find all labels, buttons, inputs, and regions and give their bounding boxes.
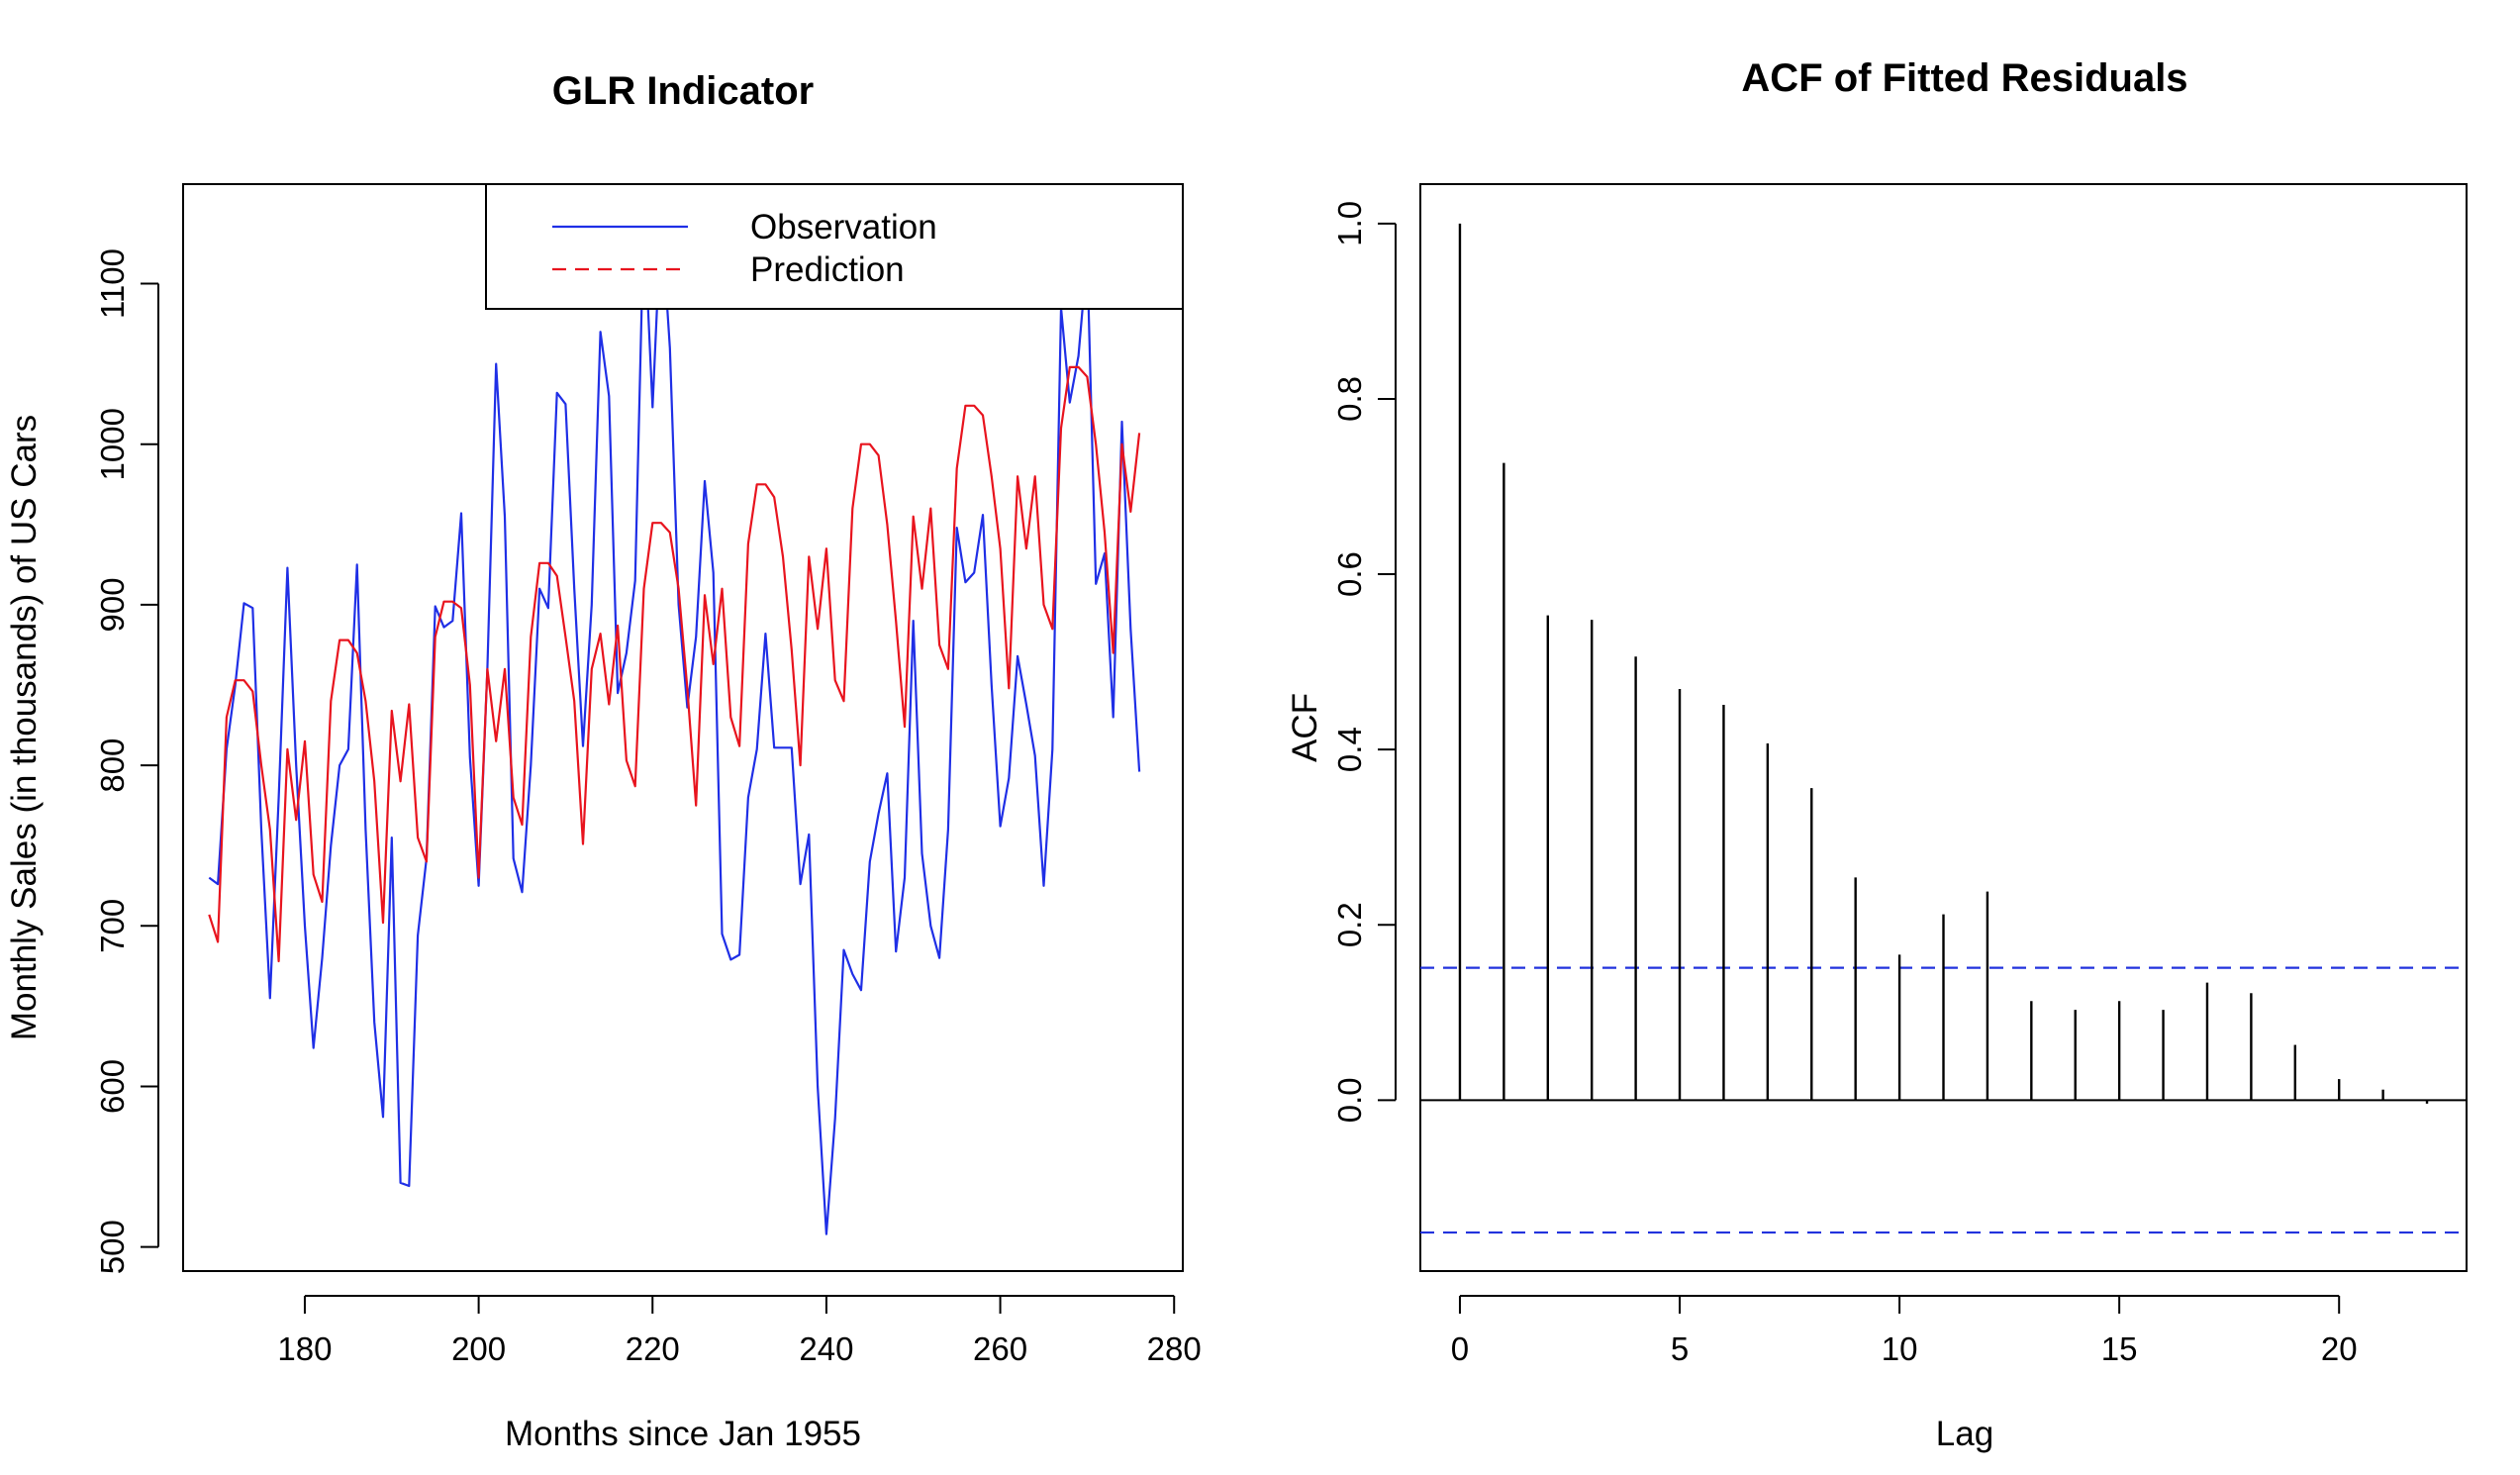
acf-panel: ACF of Fitted Residuals 0.0 0.2 0.4 0.6 0.8 1… xyxy=(1286,56,2468,1453)
y-tick-label: 0.0 xyxy=(1331,1077,1368,1123)
y-tick-label: 600 xyxy=(94,1059,131,1114)
x-tick-label: 180 xyxy=(277,1330,332,1367)
y-tick-label: 1100 xyxy=(94,248,131,319)
x-tick-label: 10 xyxy=(1882,1330,1918,1367)
x-tick-label: 240 xyxy=(799,1330,853,1367)
y-tick-label: 0.4 xyxy=(1331,727,1368,772)
series-line-prediction xyxy=(208,365,1141,963)
y-axis: 0.0 0.2 0.4 0.6 0.8 1.0 xyxy=(1331,201,1397,1123)
y-tick-label: 0.6 xyxy=(1331,551,1368,597)
acf-bars xyxy=(1420,223,2467,1234)
y-axis-label: ACF xyxy=(1286,693,1324,762)
x-axis-label: Lag xyxy=(1936,1415,1993,1453)
y-tick-label: 0.8 xyxy=(1331,376,1368,422)
legend-label-observation: Observation xyxy=(750,208,937,246)
y-axis: 500 600 700 800 900 1000 1100 xyxy=(94,248,159,1274)
x-tick-label: 220 xyxy=(626,1330,680,1367)
y-tick-label: 900 xyxy=(94,577,131,632)
legend-label-prediction: Prediction xyxy=(750,250,905,289)
x-tick-label: 260 xyxy=(973,1330,1027,1367)
y-axis-label: Monthly Sales (in thousands) of US Cars xyxy=(5,415,44,1040)
x-axis-label: Months since Jan 1955 xyxy=(505,1415,861,1453)
plot-frame xyxy=(1419,183,2468,1272)
x-tick-label: 200 xyxy=(451,1330,506,1367)
x-tick-label: 0 xyxy=(1451,1330,1469,1367)
series-lines xyxy=(208,213,1141,1235)
y-tick-label: 1.0 xyxy=(1331,201,1368,246)
glr-indicator-panel: GLR Indicator 500 600 700 800 900 1000 1100 18… xyxy=(5,69,1202,1453)
series-line-observation xyxy=(208,213,1141,1235)
plot-frame xyxy=(182,183,1184,1272)
x-tick-label: 5 xyxy=(1671,1330,1689,1367)
y-tick-label: 700 xyxy=(94,899,131,953)
chart-title: GLR Indicator xyxy=(552,69,814,113)
chart-title: ACF of Fitted Residuals xyxy=(1741,56,2187,100)
x-axis: 180 200 220 240 260 280 xyxy=(277,1295,1202,1367)
y-tick-label: 1000 xyxy=(94,408,131,480)
y-tick-label: 800 xyxy=(94,738,131,793)
x-tick-label: 15 xyxy=(2101,1330,2138,1367)
legend-box xyxy=(485,183,1184,310)
y-tick-label: 0.2 xyxy=(1331,902,1368,947)
x-axis: 0 5 10 15 20 xyxy=(1451,1295,2358,1367)
x-tick-label: 20 xyxy=(2321,1330,2358,1367)
y-tick-label: 500 xyxy=(94,1220,131,1274)
x-tick-label: 280 xyxy=(1147,1330,1202,1367)
legend: Observation Prediction xyxy=(485,183,1184,310)
